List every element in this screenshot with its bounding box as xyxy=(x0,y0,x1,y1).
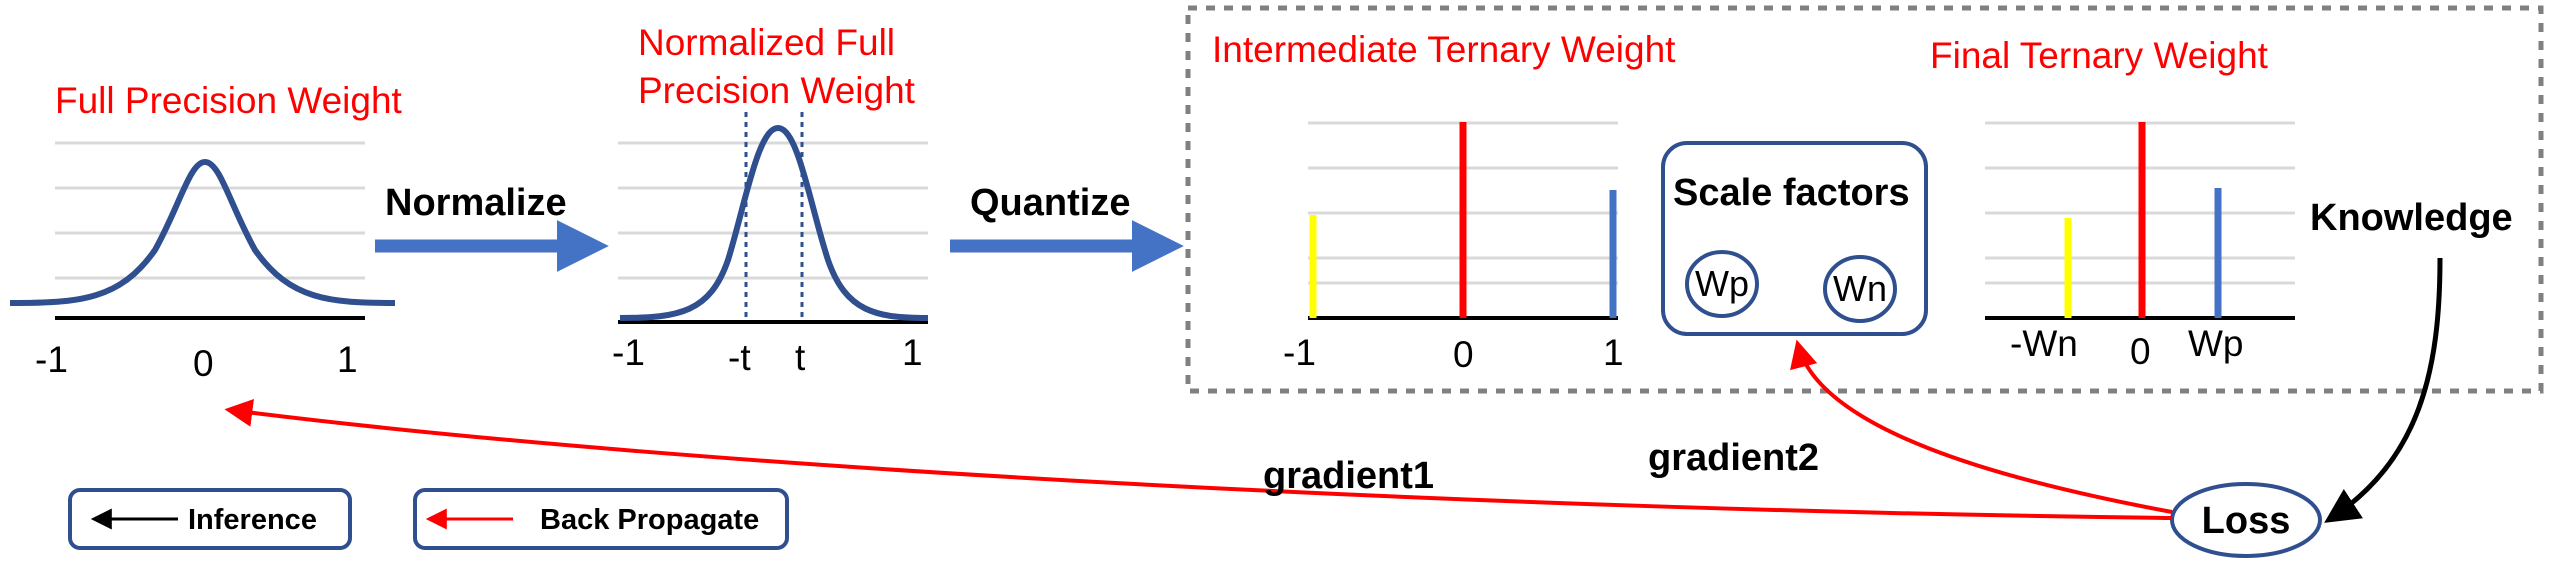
legend-inference-label: Inference xyxy=(188,504,317,536)
knowledge-to-loss-arrow xyxy=(2324,257,2443,523)
normalized-panel: Normalized Full Precision Weight -1 -t t… xyxy=(612,22,929,378)
normalized-gaussian-curve xyxy=(619,124,929,321)
knowledge-label: Knowledge xyxy=(2310,197,2513,239)
quantize-step: Quantize xyxy=(950,182,1184,272)
final-panel: Final Ternary Weight -Wn 0 Wp xyxy=(1930,35,2295,372)
loss-label: Loss xyxy=(2202,500,2291,542)
wp-circle xyxy=(1685,250,1759,318)
tick-label: 1 xyxy=(337,339,358,380)
loss-node: Loss xyxy=(2170,482,2322,558)
gaussian-curve xyxy=(9,158,396,306)
quantize-label: Quantize xyxy=(970,182,1130,224)
tick-label: -t xyxy=(728,337,751,378)
final-title: Final Ternary Weight xyxy=(1930,35,2269,76)
full-precision-title: Full Precision Weight xyxy=(55,80,403,121)
gradient1-label: gradient1 xyxy=(1263,455,1434,497)
normalize-label: Normalize xyxy=(385,182,567,224)
tick-label: 0 xyxy=(1453,334,1474,375)
ternary-region-border xyxy=(1185,5,2544,394)
tick-label: 0 xyxy=(193,343,214,384)
tick-label: -Wn xyxy=(2010,323,2078,364)
legend-backprop-box xyxy=(413,488,789,550)
intermediate-panel: Intermediate Ternary Weight -1 0 1 xyxy=(1212,29,1676,375)
intermediate-title: Intermediate Ternary Weight xyxy=(1212,29,1676,70)
tick-label: -1 xyxy=(1283,332,1316,373)
full-precision-panel: Full Precision Weight -1 0 1 xyxy=(9,80,403,384)
tick-label: Wp xyxy=(2188,323,2244,364)
wn-label: Wn xyxy=(1833,268,1887,309)
tick-label: -1 xyxy=(612,332,645,373)
normalize-step: Normalize xyxy=(375,182,609,272)
scale-factors-box: Scale factors Wp Wn xyxy=(1661,141,1928,336)
wp-label: Wp xyxy=(1695,263,1749,304)
legend: Inference Back Propagate xyxy=(68,488,789,550)
tick-label: -1 xyxy=(35,339,68,380)
scale-factors-title: Scale factors xyxy=(1673,172,1910,214)
normalized-title-line2: Precision Weight xyxy=(638,70,916,111)
tick-label: 0 xyxy=(2130,331,2151,372)
tick-label: 1 xyxy=(1603,332,1624,373)
loss-ellipse xyxy=(2170,482,2322,558)
gradient1-arrow xyxy=(224,398,2173,520)
gradient2-label: gradient2 xyxy=(1648,437,1819,479)
normalized-title-line1: Normalized Full xyxy=(638,22,895,63)
tick-label: 1 xyxy=(902,332,923,373)
wn-circle xyxy=(1823,255,1897,323)
tick-label: t xyxy=(795,337,806,378)
legend-inference-box xyxy=(68,488,352,550)
legend-backprop-label: Back Propagate xyxy=(540,504,759,536)
gradient2-arrow xyxy=(1790,339,2173,514)
